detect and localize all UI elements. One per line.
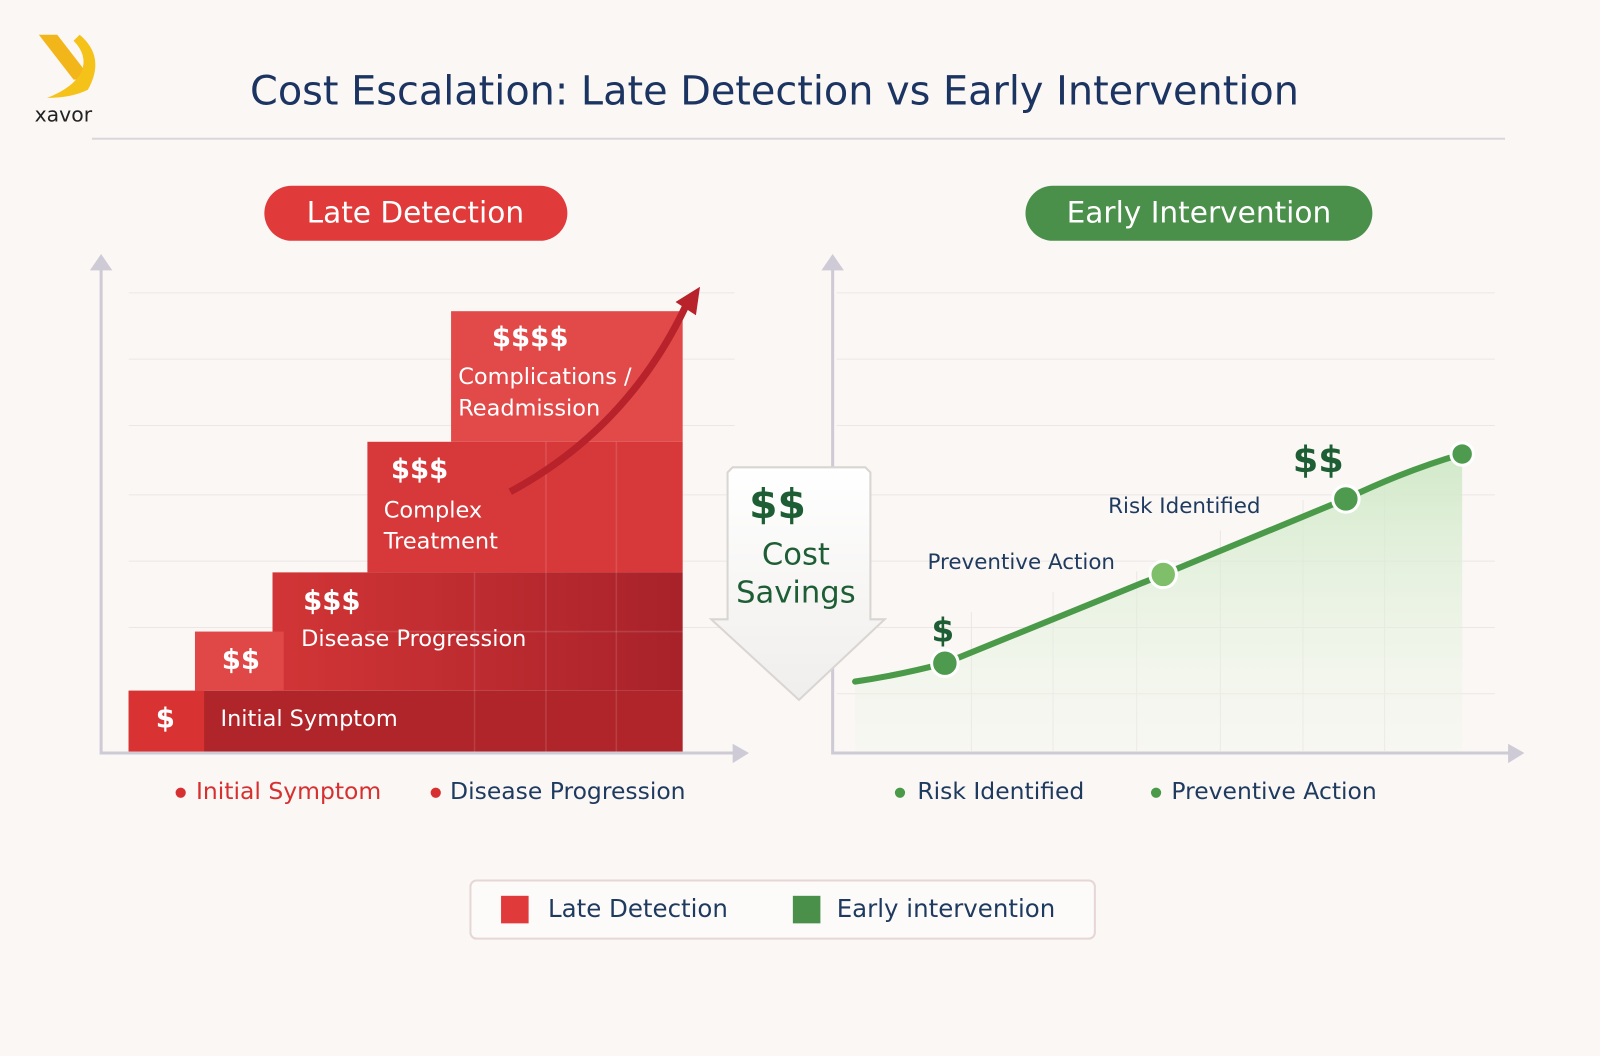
savings-cost: $$ (749, 480, 806, 528)
bullet (430, 787, 441, 798)
escalation-arrow (508, 304, 689, 495)
early-area (855, 454, 1463, 751)
step-1 (194, 631, 284, 691)
step-label: Treatment (383, 528, 498, 554)
bullet (894, 787, 906, 798)
step-label: Complications / (458, 364, 632, 390)
legend: Late Detection Early intervention (469, 879, 1096, 940)
legend-label: Late Detection (548, 894, 728, 923)
late-title: Late Detection (307, 196, 524, 230)
step-2 (272, 572, 683, 691)
legend-label: Early intervention (837, 894, 1056, 923)
axis-label: Preventive Action (1171, 777, 1376, 805)
annotation: $$ (1293, 439, 1344, 482)
step-label: Initial Symptom (220, 706, 397, 732)
step-label: Readmission (458, 396, 600, 422)
step-cost: $ (156, 702, 175, 734)
step-3 (367, 441, 683, 573)
step-0 (128, 690, 683, 752)
step-cost: $$$ (391, 453, 448, 485)
early-points (930, 441, 1475, 678)
staircase (128, 286, 701, 752)
legend-swatch (792, 895, 821, 924)
escalation-arrowhead (675, 286, 701, 316)
legend-swatch (501, 895, 529, 924)
late-pill (264, 185, 568, 241)
savings-arrow (708, 466, 888, 702)
logo-text: xavor (35, 102, 93, 126)
annotation: $ (931, 612, 954, 650)
step-label: Complex (384, 498, 482, 524)
axis-label: Disease Progression (450, 777, 686, 805)
bullet (175, 787, 186, 798)
early-pill (1025, 185, 1373, 241)
right-axes (821, 254, 1525, 764)
savings-label: Savings (736, 575, 856, 610)
step-cost: $$$$ (492, 322, 569, 354)
logo: xavor (35, 34, 96, 126)
annotation: Preventive Action (928, 550, 1115, 575)
axis-label: Initial Symptom (196, 777, 381, 805)
early-title: Early Intervention (1067, 196, 1332, 230)
step-cost: $$ (222, 644, 260, 676)
bullet (1150, 787, 1162, 798)
axis-label: Risk Identified (917, 777, 1084, 805)
title: Cost Escalation: Late Detection vs Early… (250, 68, 1299, 114)
step-cost: $$$ (303, 585, 360, 617)
step-label: Disease Progression (301, 626, 526, 652)
savings-label: Cost (762, 538, 830, 573)
annotation: Risk Identified (1108, 494, 1260, 519)
left-axes (89, 254, 749, 764)
step-0-cell (128, 690, 205, 752)
